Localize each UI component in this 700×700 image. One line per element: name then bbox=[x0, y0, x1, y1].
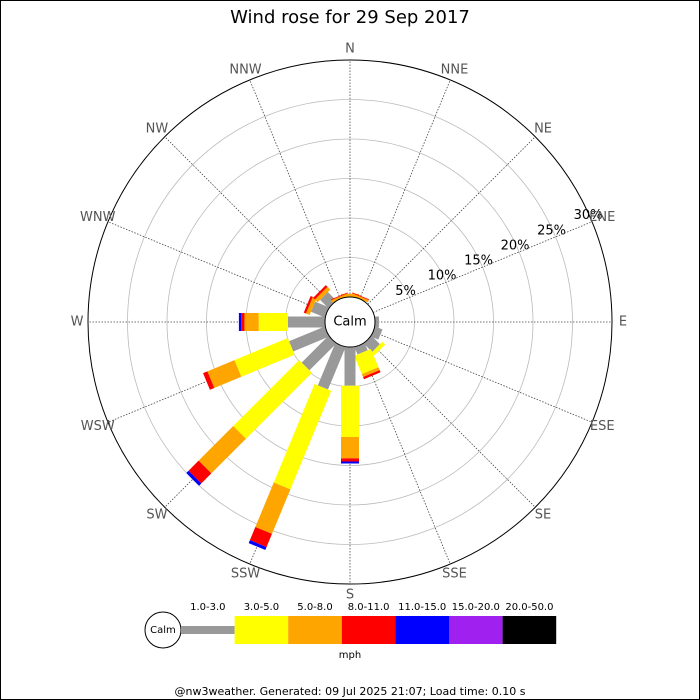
spoke bbox=[249, 79, 341, 300]
rose-segment bbox=[341, 461, 359, 464]
legend-swatch bbox=[234, 616, 289, 644]
legend-swatch bbox=[181, 626, 235, 634]
rose-segment bbox=[361, 367, 380, 378]
rose-segment bbox=[207, 360, 242, 388]
rose-segment bbox=[330, 292, 348, 301]
legend-swatch bbox=[341, 616, 396, 644]
rose-segment bbox=[289, 326, 330, 352]
rose-segment bbox=[301, 335, 337, 371]
direction-label: N bbox=[345, 42, 355, 57]
spoke bbox=[164, 136, 333, 305]
legend-label: 3.0-5.0 bbox=[244, 602, 279, 613]
rose-segment bbox=[331, 293, 349, 303]
rose-segment bbox=[287, 316, 325, 328]
direction-label: NE bbox=[534, 121, 552, 136]
direction-label: WNW bbox=[80, 210, 116, 225]
rose-segment bbox=[238, 313, 242, 331]
rose-segment bbox=[244, 313, 259, 331]
rose-segment bbox=[310, 301, 330, 318]
legend-swatch bbox=[449, 616, 503, 644]
r-tick-label: 10% bbox=[428, 269, 457, 284]
grid-ring bbox=[87, 59, 613, 585]
rose-segment bbox=[369, 341, 386, 358]
footer: @nw3weather. Generated: 09 Jul 2025 21:0… bbox=[175, 685, 526, 698]
direction-label: NNW bbox=[229, 62, 261, 77]
rose-segment bbox=[344, 347, 356, 386]
direction-label: ENE bbox=[589, 210, 615, 225]
rose-segment bbox=[313, 285, 328, 300]
direction-label: NNE bbox=[441, 62, 469, 77]
direction-label: W bbox=[71, 315, 84, 330]
chart-title: Wind rose for 29 Sep 2017 bbox=[230, 7, 470, 28]
grid-ring bbox=[127, 99, 573, 545]
legend-label: 5.0-8.0 bbox=[297, 602, 332, 613]
legend-label: 11.0-15.0 bbox=[398, 602, 446, 613]
r-tick-label: 15% bbox=[464, 254, 493, 269]
grid-ring bbox=[166, 138, 534, 506]
rose-segment bbox=[341, 385, 359, 438]
direction-label: SE bbox=[535, 508, 551, 523]
rose-segment bbox=[198, 426, 246, 474]
rose-segment bbox=[255, 482, 291, 534]
rose-segment bbox=[241, 313, 245, 331]
spoke bbox=[367, 136, 536, 305]
spoke bbox=[359, 344, 451, 565]
rose-segment bbox=[303, 295, 313, 314]
spoke bbox=[107, 221, 328, 313]
legend-label: 1.0-3.0 bbox=[190, 602, 225, 613]
rose-segment bbox=[317, 342, 346, 390]
spoke bbox=[372, 221, 593, 313]
rose-segment bbox=[354, 348, 379, 375]
legend-label: 20.0-50.0 bbox=[505, 602, 553, 613]
rose-segment bbox=[341, 437, 359, 459]
rose-segment bbox=[305, 296, 317, 316]
rose-segment bbox=[273, 383, 332, 490]
direction-label: SSW bbox=[231, 567, 261, 582]
spoke bbox=[372, 331, 593, 423]
r-tick-label: 25% bbox=[537, 223, 566, 238]
rose-segment bbox=[188, 460, 212, 484]
rose-segment bbox=[341, 458, 359, 462]
rose-segment bbox=[351, 293, 369, 303]
spoke bbox=[367, 339, 536, 508]
rose-segment bbox=[203, 371, 215, 390]
rose-segment bbox=[248, 540, 267, 550]
rose-segment bbox=[233, 360, 312, 439]
rose-segment bbox=[234, 338, 295, 377]
rose-segment bbox=[314, 286, 331, 303]
rose-segment bbox=[375, 316, 379, 328]
r-tick-label: 5% bbox=[395, 284, 416, 299]
calm-label: Calm bbox=[333, 315, 366, 330]
legend-label: 8.0-11.0 bbox=[348, 602, 390, 613]
calm-circle bbox=[324, 296, 376, 348]
legend-swatch bbox=[288, 616, 342, 644]
legend-label: 15.0-20.0 bbox=[452, 602, 500, 613]
rose-segment bbox=[249, 527, 272, 548]
direction-label: E bbox=[619, 315, 627, 330]
r-tick-label: 30% bbox=[574, 208, 603, 223]
r-tick-label: 20% bbox=[501, 238, 530, 253]
rose-segment bbox=[363, 370, 381, 380]
direction-label: NW bbox=[146, 121, 169, 136]
direction-label: WSW bbox=[81, 419, 115, 434]
spoke bbox=[359, 79, 451, 300]
rose-segment bbox=[186, 470, 202, 486]
unit-label: mph bbox=[339, 650, 361, 661]
legend-swatch bbox=[502, 616, 557, 644]
direction-label: SW bbox=[146, 508, 167, 523]
direction-label: ESE bbox=[590, 419, 615, 434]
direction-label: S bbox=[346, 588, 354, 603]
rose-segment bbox=[258, 313, 288, 331]
rose-segment bbox=[352, 292, 370, 301]
legend-calm-label: Calm bbox=[150, 625, 176, 636]
legend-swatch bbox=[395, 616, 449, 644]
direction-label: SSE bbox=[442, 567, 467, 582]
